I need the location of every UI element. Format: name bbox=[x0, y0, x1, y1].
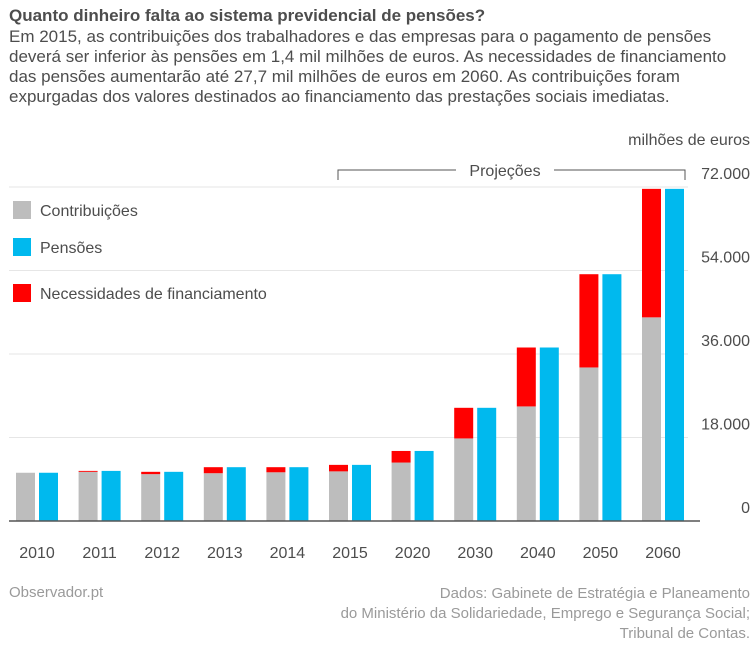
bar-contribuicoes bbox=[78, 471, 98, 521]
x-tick-label: 2020 bbox=[395, 545, 431, 562]
publisher-credit: Observador.pt bbox=[9, 584, 104, 601]
projection-bracket-left bbox=[337, 169, 456, 180]
bar-pensoes bbox=[352, 464, 371, 521]
bar-pensoes bbox=[414, 450, 434, 521]
x-tick-label: 2012 bbox=[144, 545, 180, 562]
legend-label: Contribuições bbox=[40, 203, 138, 220]
projection-label: Projeções bbox=[469, 163, 540, 180]
bar-financiamento bbox=[78, 470, 98, 472]
x-tick-label: 2030 bbox=[457, 545, 493, 562]
x-tick-label: 2015 bbox=[332, 545, 368, 562]
bar-financiamento bbox=[203, 467, 223, 474]
chart-title: Quanto dinheiro falta ao sistema previde… bbox=[9, 6, 486, 25]
subtitle-line: das pensões aumentarão até 27,7 mil milh… bbox=[9, 67, 680, 86]
bar-contribuicoes bbox=[516, 406, 536, 521]
x-tick-label: 2060 bbox=[645, 545, 681, 562]
y-tick-label: 18.000 bbox=[701, 417, 750, 434]
subtitle-line: expurgadas dos valores destinados ao fin… bbox=[9, 87, 670, 106]
bar-pensoes bbox=[39, 472, 58, 521]
bar-financiamento bbox=[516, 347, 536, 407]
subtitle-line: Em 2015, as contribuições dos trabalhado… bbox=[9, 27, 712, 46]
bar-financiamento bbox=[266, 467, 286, 473]
y-tick-label: 72.000 bbox=[701, 166, 750, 183]
legend-swatch bbox=[13, 201, 31, 219]
x-tick-label: 2011 bbox=[82, 545, 117, 562]
y-tick-label: 36.000 bbox=[701, 333, 750, 350]
legend-label: Necessidades de financiamento bbox=[40, 286, 267, 303]
bar-financiamento bbox=[329, 464, 348, 472]
bar-financiamento bbox=[141, 471, 161, 475]
bar-contribuicoes bbox=[391, 462, 411, 521]
x-tick-label: 2014 bbox=[270, 545, 306, 562]
y-tick-label: 0 bbox=[741, 500, 750, 517]
y-tick-label: 54.000 bbox=[701, 250, 750, 267]
chart-subtitle: Em 2015, as contribuições dos trabalhado… bbox=[9, 27, 755, 107]
bar-contribuicoes bbox=[16, 472, 35, 521]
bar-contribuicoes bbox=[329, 471, 348, 521]
x-tick-label: 2013 bbox=[207, 545, 243, 562]
bar-pensoes bbox=[226, 467, 246, 521]
y-axis-label: milhões de euros bbox=[628, 132, 750, 149]
bar-pensoes bbox=[101, 470, 121, 521]
projection-bracket-right bbox=[554, 169, 686, 180]
bar-contribuicoes bbox=[579, 367, 599, 521]
bar-pensoes bbox=[539, 347, 559, 521]
bar-contribuicoes bbox=[454, 438, 474, 521]
bar-pensoes bbox=[164, 471, 184, 521]
source-line: do Ministério da Solidariedade, Emprego … bbox=[340, 605, 750, 622]
bar-contribuicoes bbox=[141, 474, 161, 521]
bar-financiamento bbox=[391, 450, 411, 463]
bar-financiamento bbox=[579, 274, 599, 368]
x-tick-label: 2040 bbox=[520, 545, 556, 562]
bar-pensoes bbox=[477, 407, 497, 521]
subtitle-line: deverá ser inferior às pensões em 1,4 mi… bbox=[9, 47, 727, 66]
legend-label: Pensões bbox=[40, 240, 102, 257]
bar-financiamento bbox=[454, 407, 474, 439]
bar-contribuicoes bbox=[642, 317, 661, 521]
bar-financiamento bbox=[642, 188, 661, 318]
source-line: Tribunal de Contas. bbox=[619, 625, 750, 642]
bar-pensoes bbox=[602, 274, 622, 521]
bar-pensoes bbox=[289, 467, 309, 521]
x-tick-label: 2050 bbox=[583, 545, 619, 562]
x-tick-label: 2010 bbox=[19, 545, 55, 562]
bar-chart: 0 18.000 36.000 54.000 72.000 milhões de euro… bbox=[9, 132, 750, 562]
bar-pensoes bbox=[665, 188, 684, 521]
legend-swatch bbox=[13, 284, 31, 302]
data-source: Dados: Gabinete de Estratégia e Planeame… bbox=[341, 584, 750, 644]
legend-swatch bbox=[13, 238, 31, 256]
source-line: Dados: Gabinete de Estratégia e Planeame… bbox=[439, 585, 750, 602]
bar-contribuicoes bbox=[266, 472, 286, 521]
bar-contribuicoes bbox=[203, 473, 223, 521]
